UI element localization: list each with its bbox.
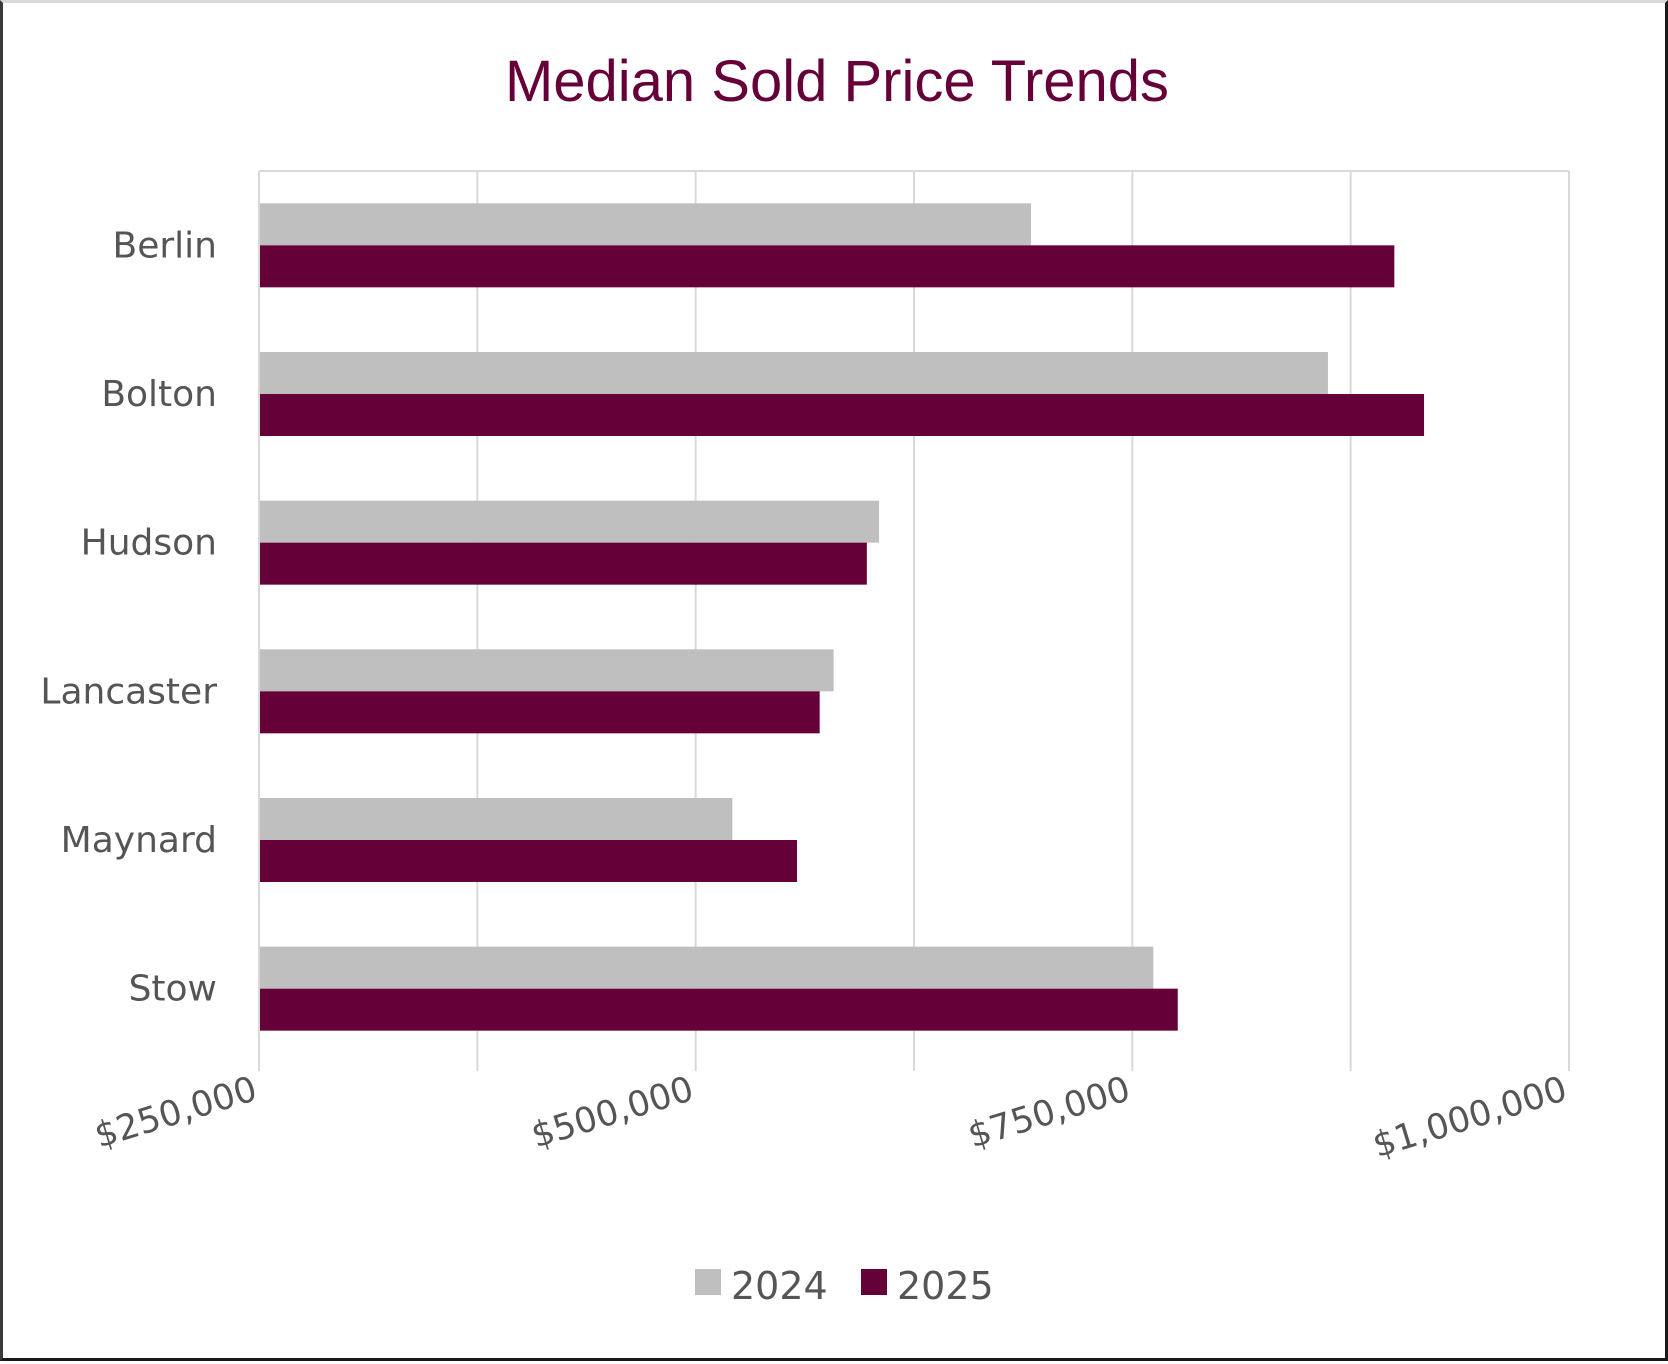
bar-lancaster-2024: [259, 649, 834, 692]
bar-hudson-2025: [259, 542, 867, 585]
bar-bolton-2025: [259, 394, 1425, 436]
x-tick-label-500000: $500,000: [527, 1069, 698, 1156]
bar-bolton-2024: [259, 352, 1328, 394]
category-label-berlin: Berlin: [113, 225, 217, 266]
x-tick-label-750000: $750,000: [964, 1069, 1135, 1156]
bar-lancaster-2025: [259, 691, 820, 734]
x-tick-label-1000000: $1,000,000: [1368, 1069, 1571, 1166]
legend-label-2025: 2025: [897, 1264, 994, 1308]
category-label-hudson: Hudson: [81, 523, 217, 564]
category-label-lancaster: Lancaster: [40, 671, 217, 712]
bar-chart: Median Sold Price Trends Berlin Bolton Hud…: [40, 49, 1571, 1308]
axes: [258, 170, 1570, 1071]
legend: 2024 2025: [695, 1264, 994, 1308]
category-label-stow: Stow: [129, 969, 217, 1010]
bar-hudson-2024: [259, 500, 880, 543]
bar-maynard-2024: [259, 798, 733, 840]
legend-label-2024: 2024: [731, 1264, 828, 1308]
legend-swatch-2024: [695, 1269, 721, 1295]
chart-title: Median Sold Price Trends: [505, 49, 1169, 114]
bar-berlin-2025: [259, 245, 1395, 288]
x-tick-label-250000: $250,000: [90, 1069, 261, 1156]
x-tick-labels: $250,000 $500,000 $750,000 $1,000,000: [90, 1069, 1571, 1166]
bar-berlin-2024: [259, 203, 1032, 246]
category-label-bolton: Bolton: [101, 374, 217, 415]
bars: [259, 203, 1425, 1031]
bar-maynard-2025: [259, 840, 797, 882]
legend-swatch-2025: [861, 1269, 887, 1295]
gridlines: [258, 171, 1570, 1063]
category-labels: Berlin Bolton Hudson Lancaster Maynard Stow: [40, 225, 217, 1009]
category-label-maynard: Maynard: [61, 820, 217, 861]
bar-stow-2025: [259, 988, 1178, 1031]
bar-stow-2024: [259, 946, 1154, 989]
